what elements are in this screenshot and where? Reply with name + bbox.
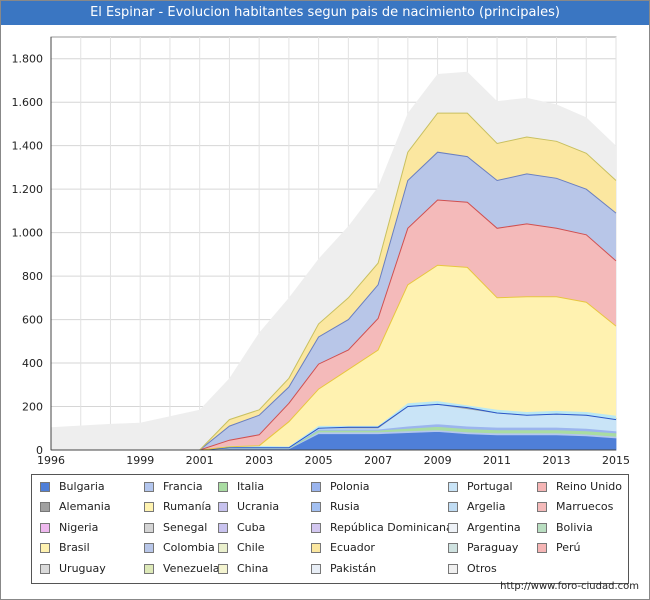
series-area-band (51, 113, 616, 450)
chart-title: El Espinar - Evolucion habitantes segun … (1, 1, 649, 25)
legend-swatch (537, 523, 547, 533)
legend-label: Argelia (467, 500, 506, 513)
source-url[interactable]: http://www.foro-ciudad.com (500, 581, 639, 592)
legend-label: Bulgaria (59, 480, 105, 493)
legend-swatch (311, 482, 321, 492)
x-tick-label: 2007 (364, 454, 392, 467)
legend-label: Italia (237, 480, 265, 493)
series-area-band (51, 200, 616, 450)
legend-label: Chile (237, 541, 265, 554)
y-tick-label: 1.000 (12, 227, 44, 240)
y-tick-label: 400 (22, 357, 43, 370)
x-tick-label: 2011 (483, 454, 511, 467)
x-tick-label: 2005 (305, 454, 333, 467)
legend-label: Colombia (163, 541, 215, 554)
legend-swatch (144, 482, 154, 492)
legend-label: Marruecos (556, 500, 614, 513)
legend-label: Rusia (330, 500, 360, 513)
chart-plot: 0 200 400 600 800 1.000 1.200 1.400 1.600 1.800 19… (12, 36, 630, 467)
chart-legend: Bulgaria Francia Italia Polonia Portugal Rein… (31, 474, 629, 584)
legend-label: Uruguay (59, 562, 106, 575)
legend-swatch (144, 564, 154, 574)
legend-label: Francia (163, 480, 203, 493)
legend-swatch (218, 564, 228, 574)
legend-swatch (448, 502, 458, 512)
legend-label: Argentina (467, 521, 521, 534)
y-tick-label: 0 (36, 444, 43, 457)
legend-label: Venezuela (163, 562, 220, 575)
x-tick-label: 2015 (602, 454, 630, 467)
y-tick-label: 1.200 (12, 183, 44, 196)
legend-swatch (218, 523, 228, 533)
legend-swatch (40, 543, 50, 553)
legend-label: Rumanía (163, 500, 212, 513)
y-tick-label: 1.600 (12, 96, 44, 109)
y-tick-label: 1.800 (12, 53, 44, 66)
legend-swatch (448, 543, 458, 553)
legend-swatch (448, 564, 458, 574)
legend-swatch (311, 502, 321, 512)
legend-label: Pakistán (330, 562, 377, 575)
legend-label: Bolivia (556, 521, 593, 534)
legend-label: Otros (467, 562, 497, 575)
legend-swatch (448, 482, 458, 492)
y-tick-label: 200 (22, 401, 43, 414)
legend-label: Polonia (330, 480, 370, 493)
x-tick-label: 1999 (126, 454, 154, 467)
x-tick-label: 2013 (543, 454, 571, 467)
legend-label: Brasil (59, 541, 90, 554)
legend-swatch (218, 502, 228, 512)
series-area-band (51, 265, 616, 450)
y-tick-label: 800 (22, 270, 43, 283)
x-tick-label: 2003 (245, 454, 273, 467)
legend-label: Portugal (467, 480, 513, 493)
x-tick-label: 2009 (424, 454, 452, 467)
legend-label: Paraguay (467, 541, 519, 554)
legend-swatch (144, 543, 154, 553)
legend-swatch (448, 523, 458, 533)
legend-label: Ecuador (330, 541, 375, 554)
legend-swatch (218, 482, 228, 492)
x-tick-label: 1996 (37, 454, 65, 467)
legend-label: República Dominicana (330, 521, 453, 534)
legend-label: Cuba (237, 521, 266, 534)
legend-label: Perú (556, 541, 581, 554)
legend-label: Ucrania (237, 500, 280, 513)
legend-label: Nigeria (59, 521, 99, 534)
legend-swatch (311, 564, 321, 574)
legend-label: Senegal (163, 521, 208, 534)
legend-swatch (537, 543, 547, 553)
y-tick-label: 600 (22, 314, 43, 327)
legend-swatch (537, 482, 547, 492)
legend-swatch (40, 502, 50, 512)
x-tick-label: 2001 (186, 454, 214, 467)
legend-swatch (144, 523, 154, 533)
legend-swatch (218, 543, 228, 553)
legend-swatch (144, 502, 154, 512)
legend-swatch (537, 502, 547, 512)
legend-label: Reino Unido (556, 480, 622, 493)
legend-label: Alemania (59, 500, 111, 513)
legend-swatch (40, 523, 50, 533)
legend-swatch (40, 564, 50, 574)
legend-swatch (311, 543, 321, 553)
legend-swatch (40, 482, 50, 492)
y-tick-label: 1.400 (12, 140, 44, 153)
legend-swatch (311, 523, 321, 533)
series-area-band (51, 152, 616, 450)
legend-label: China (237, 562, 269, 575)
